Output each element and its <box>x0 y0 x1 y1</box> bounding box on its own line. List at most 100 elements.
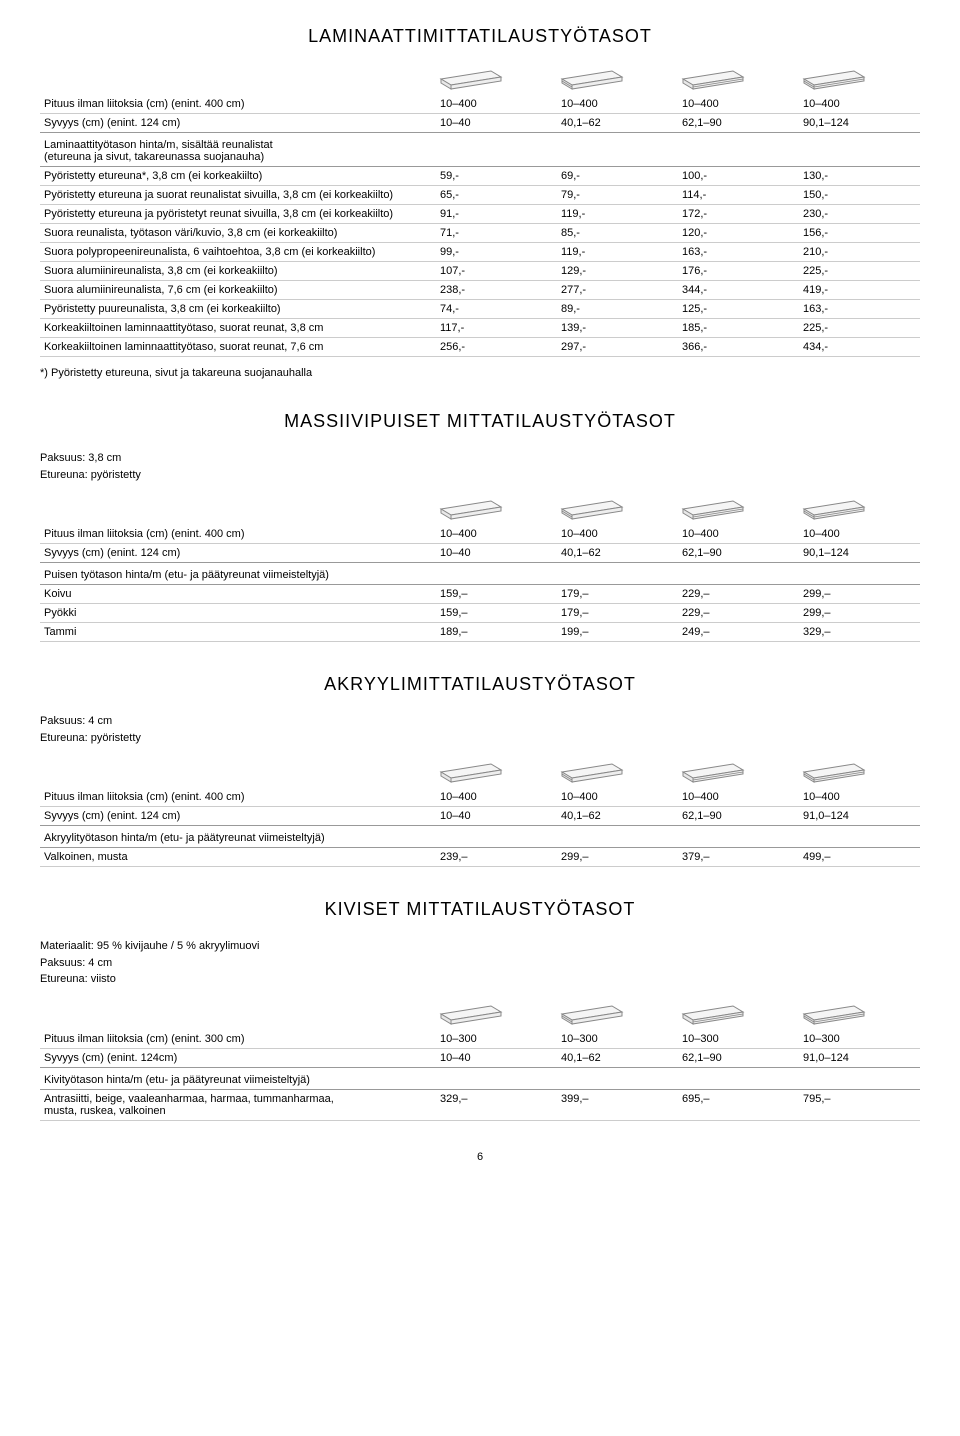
cell: 176,- <box>678 262 799 281</box>
table-header-row: Syvyys (cm) (enint. 124 cm)10–4040,1–626… <box>40 544 920 563</box>
slab-icon <box>799 495 920 525</box>
table-row: Koivu159,–179,–229,–299,– <box>40 585 920 604</box>
row-label: Kivityötason hinta/m (etu- ja päätyreuna… <box>40 1067 436 1089</box>
slab-icon <box>678 758 799 788</box>
cell: 10–400 <box>678 525 799 544</box>
cell: 379,– <box>678 848 799 867</box>
cell: 10–400 <box>799 788 920 807</box>
cell: 62,1–90 <box>678 807 799 826</box>
cell: 163,- <box>678 243 799 262</box>
slab-icon <box>557 495 678 525</box>
section-title: MASSIIVIPUISET MITTATILAUSTYÖTASOT <box>40 411 920 432</box>
cell: 10–40 <box>436 114 557 133</box>
cell: 329,– <box>799 623 920 642</box>
cell: 10–300 <box>436 1030 557 1049</box>
table-header-row: Pituus ilman liitoksia (cm) (enint. 300 … <box>40 1030 920 1049</box>
icon-row <box>40 758 920 788</box>
section-title: KIVISET MITTATILAUSTYÖTASOT <box>40 899 920 920</box>
slab-icon <box>436 65 557 95</box>
cell: 129,- <box>557 262 678 281</box>
cell: 10–300 <box>799 1030 920 1049</box>
cell: 139,- <box>557 319 678 338</box>
cell: 119,- <box>557 243 678 262</box>
cell: 71,- <box>436 224 557 243</box>
slab-icon <box>436 1000 557 1030</box>
cell: 185,- <box>678 319 799 338</box>
cell: 90,1–124 <box>799 544 920 563</box>
section-subinfo: Paksuus: 4 cmEtureuna: pyöristetty <box>40 713 920 746</box>
cell: 10–400 <box>436 788 557 807</box>
row-label: Syvyys (cm) (enint. 124cm) <box>40 1048 436 1067</box>
cell: 89,- <box>557 300 678 319</box>
cell: 230,- <box>799 205 920 224</box>
slab-icon <box>678 495 799 525</box>
cell: 10–400 <box>799 95 920 114</box>
icon-row <box>40 1000 920 1030</box>
row-label: Valkoinen, musta <box>40 848 436 867</box>
cell: 69,- <box>557 167 678 186</box>
row-label: Pituus ilman liitoksia (cm) (enint. 400 … <box>40 525 436 544</box>
cell: 74,- <box>436 300 557 319</box>
slab-icon <box>678 1000 799 1030</box>
slab-icon <box>436 758 557 788</box>
cell: 419,- <box>799 281 920 300</box>
table-header-row: Pituus ilman liitoksia (cm) (enint. 400 … <box>40 788 920 807</box>
table-row: Suora polypropeenireunalista, 6 vaihtoeh… <box>40 243 920 262</box>
slab-icon <box>557 65 678 95</box>
cell: 10–40 <box>436 544 557 563</box>
row-label: Suora alumiinireunalista, 7,6 cm (ei kor… <box>40 281 436 300</box>
table-group-heading: Kivityötason hinta/m (etu- ja päätyreuna… <box>40 1067 920 1089</box>
cell: 159,– <box>436 585 557 604</box>
slab-icon <box>436 495 557 525</box>
cell: 156,- <box>799 224 920 243</box>
row-label: Pyöristetty puureunalista, 3,8 cm (ei ko… <box>40 300 436 319</box>
cell: 91,- <box>436 205 557 224</box>
slab-icon <box>557 758 678 788</box>
cell: 10–400 <box>557 95 678 114</box>
page-number: 6 <box>40 1151 920 1163</box>
cell: 119,- <box>557 205 678 224</box>
cell: 62,1–90 <box>678 114 799 133</box>
table-row: Valkoinen, musta239,–299,–379,–499,– <box>40 848 920 867</box>
icon-row <box>40 495 920 525</box>
cell: 10–400 <box>436 525 557 544</box>
price-table: Pituus ilman liitoksia (cm) (enint. 400 … <box>40 95 920 357</box>
cell: 344,- <box>678 281 799 300</box>
slab-icon <box>557 1000 678 1030</box>
table-row: Pyöristetty etureuna*, 3,8 cm (ei korkea… <box>40 167 920 186</box>
table-row: Suora alumiinireunalista, 7,6 cm (ei kor… <box>40 281 920 300</box>
table-group-heading: Laminaattityötason hinta/m, sisältää reu… <box>40 133 920 167</box>
row-label: Pituus ilman liitoksia (cm) (enint. 400 … <box>40 95 436 114</box>
cell: 299,– <box>557 848 678 867</box>
cell: 62,1–90 <box>678 544 799 563</box>
cell: 62,1–90 <box>678 1048 799 1067</box>
row-label: Antrasiitti, beige, vaaleanharmaa, harma… <box>40 1089 436 1120</box>
cell: 225,- <box>799 319 920 338</box>
slab-icon <box>678 65 799 95</box>
cell: 297,- <box>557 338 678 357</box>
row-label: Laminaattityötason hinta/m, sisältää reu… <box>40 133 436 167</box>
price-table: Pituus ilman liitoksia (cm) (enint. 400 … <box>40 788 920 867</box>
table-header-row: Pituus ilman liitoksia (cm) (enint. 400 … <box>40 95 920 114</box>
cell: 40,1–62 <box>557 1048 678 1067</box>
cell: 125,- <box>678 300 799 319</box>
cell: 150,- <box>799 186 920 205</box>
cell: 163,- <box>799 300 920 319</box>
row-label: Akryylityötason hinta/m (etu- ja päätyre… <box>40 826 436 848</box>
cell: 229,– <box>678 604 799 623</box>
cell: 40,1–62 <box>557 114 678 133</box>
cell: 159,– <box>436 604 557 623</box>
cell: 91,0–124 <box>799 1048 920 1067</box>
cell: 117,- <box>436 319 557 338</box>
table-group-heading: Puisen työtason hinta/m (etu- ja päätyre… <box>40 563 920 585</box>
row-label: Korkeakiiltoinen laminnaattityötaso, suo… <box>40 319 436 338</box>
section-title: AKRYYLIMITTATILAUSTYÖTASOT <box>40 674 920 695</box>
table-group-heading: Akryylityötason hinta/m (etu- ja päätyre… <box>40 826 920 848</box>
row-label: Syvyys (cm) (enint. 124 cm) <box>40 807 436 826</box>
row-label: Korkeakiiltoinen laminnaattityötaso, suo… <box>40 338 436 357</box>
table-header-row: Pituus ilman liitoksia (cm) (enint. 400 … <box>40 525 920 544</box>
cell: 299,– <box>799 604 920 623</box>
cell: 10–40 <box>436 807 557 826</box>
table-row: Antrasiitti, beige, vaaleanharmaa, harma… <box>40 1089 920 1120</box>
cell: 10–400 <box>799 525 920 544</box>
